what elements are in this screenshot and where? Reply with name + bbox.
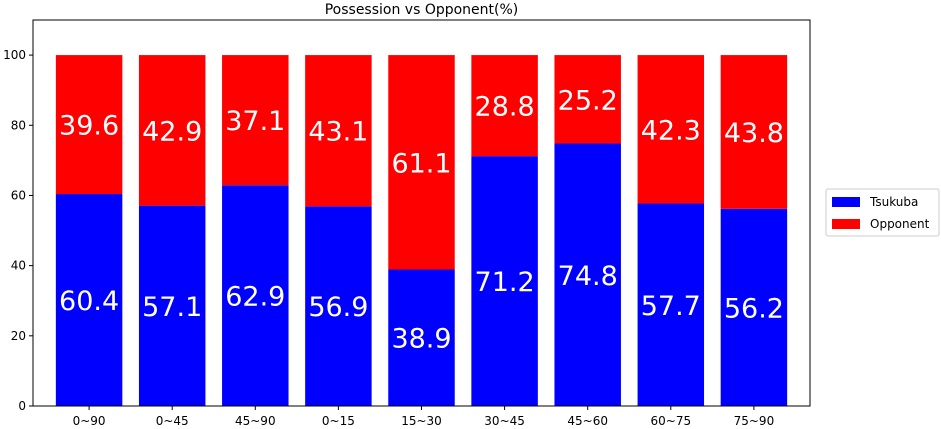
axes-frame bbox=[32, 19, 811, 407]
data-label-opponent-7: 42.3 bbox=[641, 115, 701, 146]
data-label-opponent-8: 43.8 bbox=[724, 118, 784, 149]
y-tick-label-4: 80 bbox=[11, 118, 26, 132]
bar-opponent-6 bbox=[554, 55, 621, 144]
y-tick-label-1: 20 bbox=[11, 329, 26, 343]
y-tick-label-5: 100 bbox=[3, 48, 26, 62]
bar-opponent-2 bbox=[222, 55, 289, 186]
data-label-tsukuba-1: 57.1 bbox=[142, 292, 202, 323]
bar-opponent-0 bbox=[55, 55, 123, 195]
bar-tsukuba-3 bbox=[305, 206, 372, 406]
y-tick-label-0: 0 bbox=[18, 399, 26, 413]
data-label-tsukuba-7: 57.7 bbox=[641, 291, 701, 322]
bar-tsukuba-1 bbox=[138, 205, 206, 406]
bar-opponent-8 bbox=[720, 55, 788, 209]
bar-tsukuba-2 bbox=[222, 185, 289, 406]
bar-opponent-5 bbox=[471, 55, 538, 157]
data-label-opponent-3: 43.1 bbox=[308, 117, 368, 148]
bar-tsukuba-8 bbox=[720, 208, 788, 406]
bar-opponent-1 bbox=[138, 55, 206, 206]
x-tick-label-1: 0~45 bbox=[156, 414, 189, 428]
data-label-tsukuba-5: 71.2 bbox=[475, 267, 535, 298]
bar-opponent-4 bbox=[388, 55, 455, 270]
bar-tsukuba-7 bbox=[637, 203, 705, 406]
x-tick-label-0: 0~90 bbox=[73, 414, 106, 428]
data-label-tsukuba-4: 38.9 bbox=[391, 324, 451, 355]
x-tick-label-7: 60~75 bbox=[651, 414, 692, 428]
legend-label-tsukuba: Tsukuba bbox=[869, 195, 918, 209]
bar-tsukuba-0 bbox=[55, 194, 123, 406]
legend-swatch-opponent bbox=[832, 219, 860, 229]
data-label-opponent-6: 25.2 bbox=[558, 85, 618, 116]
bar-opponent-3 bbox=[305, 55, 372, 207]
legend-swatch-tsukuba bbox=[832, 197, 860, 207]
x-tick-label-8: 75~90 bbox=[734, 414, 775, 428]
bar-tsukuba-6 bbox=[554, 143, 621, 406]
data-label-tsukuba-6: 74.8 bbox=[558, 261, 618, 292]
data-label-opponent-1: 42.9 bbox=[142, 116, 202, 147]
bar-tsukuba-4 bbox=[388, 269, 455, 406]
data-label-opponent-4: 61.1 bbox=[391, 148, 451, 179]
plot-area: 60.4 39.6 0~90 57.1 42.9 0~45 62.9 37.1 45~90 56.… bbox=[3, 19, 811, 428]
x-tick-label-6: 45~60 bbox=[567, 414, 608, 428]
legend-label-opponent: Opponent bbox=[870, 217, 930, 231]
data-label-opponent-2: 37.1 bbox=[225, 106, 285, 137]
x-tick-label-2: 45~90 bbox=[235, 414, 276, 428]
data-label-opponent-0: 39.6 bbox=[59, 111, 119, 142]
data-label-opponent-5: 28.8 bbox=[475, 92, 535, 123]
data-label-tsukuba-8: 56.2 bbox=[724, 293, 784, 324]
legend: Tsukuba Opponent bbox=[825, 188, 940, 237]
x-tick-label-5: 30~45 bbox=[484, 414, 525, 428]
y-tick-label-3: 60 bbox=[11, 188, 26, 202]
bar-tsukuba-5 bbox=[471, 156, 538, 406]
data-label-tsukuba-2: 62.9 bbox=[225, 282, 285, 313]
y-tick-label-2: 40 bbox=[11, 259, 26, 273]
chart-title: Possession vs Opponent(%) bbox=[325, 2, 519, 18]
x-tick-label-4: 15~30 bbox=[401, 414, 442, 428]
data-label-tsukuba-0: 60.4 bbox=[59, 286, 119, 317]
x-tick-label-3: 0~15 bbox=[322, 414, 355, 428]
data-label-tsukuba-3: 56.9 bbox=[308, 292, 368, 323]
bar-opponent-7 bbox=[637, 55, 705, 204]
